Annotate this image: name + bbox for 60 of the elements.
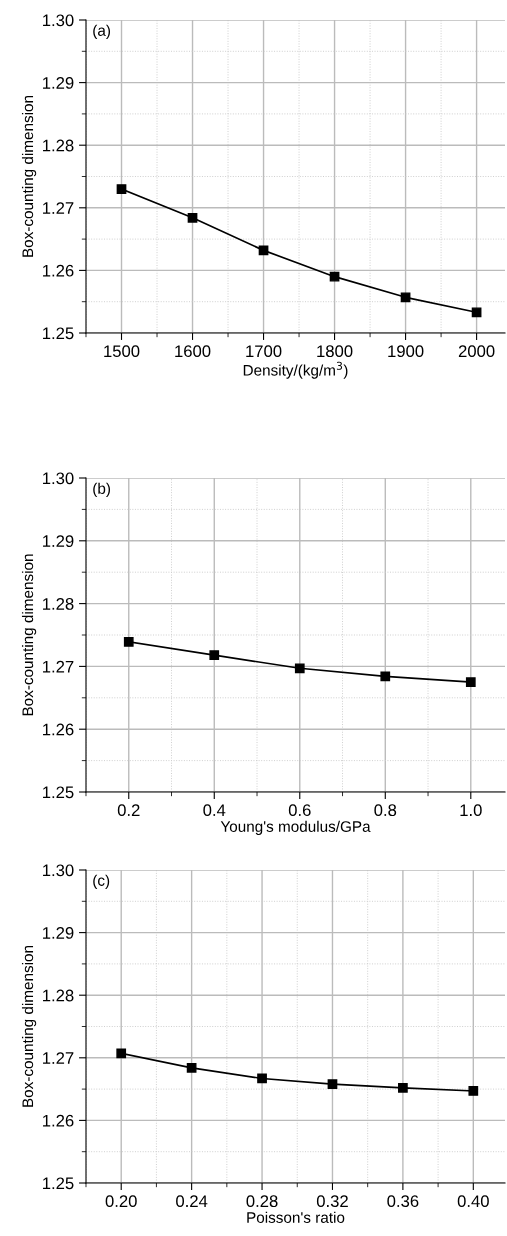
y-tick-label: 1.29 (43, 77, 74, 89)
x-tick-label: 0.36 (387, 1195, 419, 1208)
x-tick-label: 0.28 (246, 1195, 278, 1208)
x-tick-label: 0.2 (117, 804, 140, 817)
y-axis-title: Box-counting dimension (21, 95, 37, 257)
annotation: (b) (93, 482, 111, 497)
x-tick-label: 1900 (388, 345, 424, 358)
y-tick-label: 1.25 (43, 1177, 74, 1190)
point (400, 292, 411, 303)
point (187, 212, 198, 223)
y-tick-label: 1.30 (43, 864, 74, 877)
point (468, 1086, 479, 1096)
point (380, 671, 391, 682)
y-tick-label: 1.26 (43, 1114, 74, 1127)
y-tick-label: 1.29 (43, 535, 74, 547)
x-tick-label: 0.24 (176, 1195, 208, 1208)
point (329, 271, 340, 282)
point (116, 184, 127, 194)
y-tick-label: 1.28 (43, 139, 74, 152)
y-axis-title: Box-counting dimension (21, 554, 37, 716)
point (186, 1062, 197, 1073)
point (123, 637, 134, 647)
point (465, 677, 476, 687)
x-tick-label: 1600 (175, 345, 211, 358)
y-tick-label: 1.25 (43, 327, 74, 340)
y-tick-label: 1.29 (43, 927, 74, 939)
point (471, 307, 482, 318)
x-tick-label: 0.32 (316, 1195, 348, 1208)
x-axis-title: Poisson's ratio (247, 1211, 345, 1223)
x-axis-title: Density/(kg/m$^{3}$) (243, 361, 348, 379)
annotation: (a) (93, 24, 111, 39)
y-tick-label: 1.26 (43, 723, 74, 736)
y-tick-label: 1.27 (43, 1052, 74, 1064)
x-tick-label: 1500 (104, 345, 140, 358)
x-tick-label: 2000 (458, 345, 495, 358)
point (327, 1079, 338, 1089)
y-tick-label: 1.28 (43, 598, 74, 610)
y-tick-label: 1.26 (43, 264, 74, 277)
x-tick-label: 1700 (246, 345, 282, 358)
y-tick-label: 1.27 (43, 660, 74, 673)
point (398, 1082, 408, 1093)
x-axis-title: Young's modulus/GPa (220, 820, 371, 835)
point (257, 1073, 267, 1084)
x-tick-label: 0.40 (457, 1195, 489, 1208)
x-tick-label: 0.4 (203, 804, 226, 817)
y-tick-label: 1.30 (43, 14, 74, 27)
y-tick-label: 1.28 (43, 989, 74, 1002)
x-tick-label: 1800 (317, 345, 353, 358)
y-tick-label: 1.25 (43, 786, 74, 799)
y-tick-label: 1.27 (43, 202, 74, 214)
x-tick-label: 1.0 (460, 804, 482, 817)
x-tick-label: 0.20 (105, 1195, 137, 1208)
x-tick-label: 0.8 (374, 804, 397, 817)
point (209, 650, 220, 660)
y-axis-title: Box-counting dimension (21, 945, 37, 1107)
y-tick-label: 1.30 (43, 472, 74, 485)
point (294, 663, 305, 674)
point (116, 1048, 127, 1059)
x-tick-label: 0.6 (288, 804, 311, 817)
annotation: (c) (93, 874, 110, 889)
